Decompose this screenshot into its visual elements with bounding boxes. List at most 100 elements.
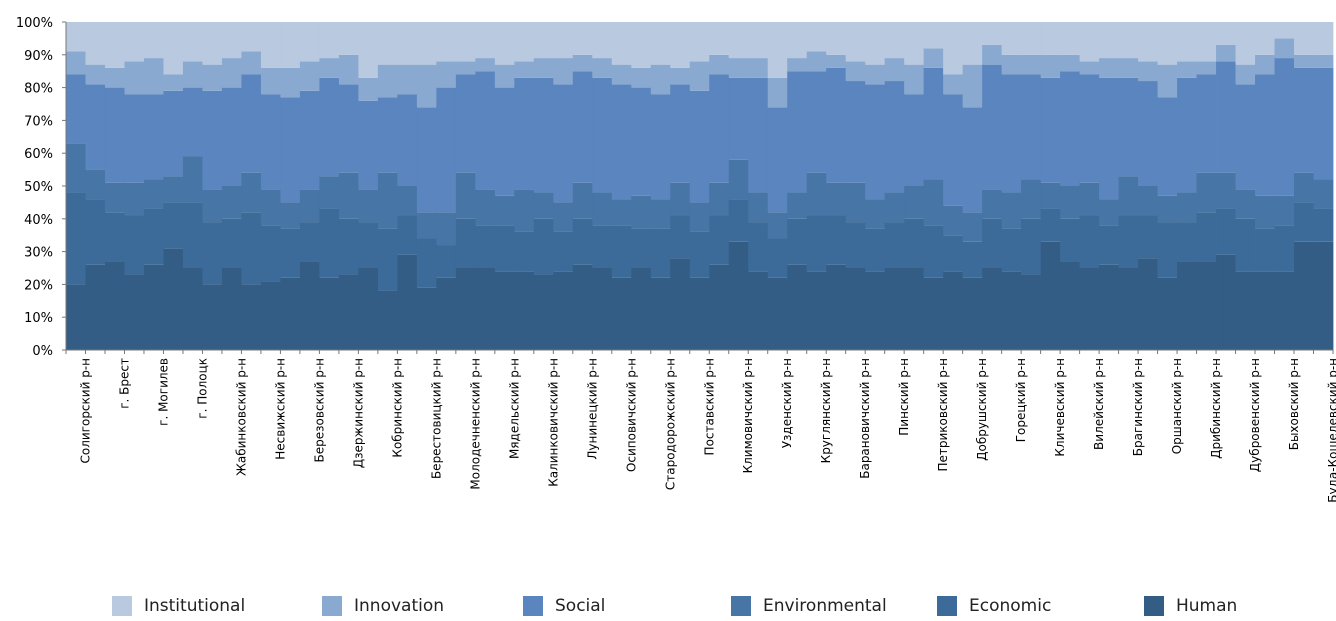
bar-segment-economic-64 <box>1313 208 1334 242</box>
bar-segment-innovation-11 <box>280 67 301 98</box>
bar-segment-economic-26 <box>572 218 593 265</box>
y-tick-label: 60% <box>24 147 53 162</box>
bar-segment-innovation-63 <box>1294 54 1314 68</box>
x-tick-label: Кобринский р-н <box>390 358 404 458</box>
x-tick-label: Пинский р-н <box>897 358 911 436</box>
bar-segment-social-42 <box>884 81 905 193</box>
bar-segment-institutional-58 <box>1196 22 1217 62</box>
bar-segment-institutional-29 <box>631 22 652 68</box>
bar-segment-economic-39 <box>826 215 847 265</box>
bar-segment-social-24 <box>533 77 554 193</box>
bar-segment-institutional-54 <box>1118 22 1139 59</box>
bar-segment-innovation-21 <box>475 58 496 72</box>
bar-segment-economic-62 <box>1274 225 1295 272</box>
bar-segment-social-22 <box>494 87 515 196</box>
bar-segment-human-21 <box>475 268 496 350</box>
bar-segment-economic-16 <box>377 228 398 291</box>
bar-segment-innovation-9 <box>241 51 262 75</box>
bar-segment-innovation-5 <box>163 74 184 91</box>
bar-segment-environmental-9 <box>241 172 262 213</box>
bar-segment-institutional-46 <box>962 22 983 65</box>
legend-label: Innovation <box>354 596 445 616</box>
bar-segment-institutional-9 <box>241 22 262 52</box>
bar-segment-institutional-52 <box>1079 22 1100 62</box>
bar-segment-institutional-35 <box>748 22 769 59</box>
bar-segment-human-13 <box>319 277 340 350</box>
bar-segment-human-4 <box>143 264 164 350</box>
x-axis: Солигорский р-н г. Брест г. Могилев г. Поло… <box>65 349 1336 503</box>
bar-segment-human-59 <box>1216 254 1236 350</box>
bar-segment-social-49 <box>1021 74 1042 180</box>
bar-segment-institutional-50 <box>1040 22 1061 55</box>
bar-segment-environmental-26 <box>572 182 593 219</box>
bar-segment-innovation-18 <box>416 64 437 108</box>
bar-segment-human-54 <box>1118 268 1139 350</box>
bar-segment-environmental-2 <box>104 182 125 213</box>
bar-segment-environmental-58 <box>1196 172 1217 213</box>
bar-segment-innovation-33 <box>709 54 730 75</box>
bar-segment-institutional-48 <box>1001 22 1022 55</box>
bar-segment-human-39 <box>826 264 847 350</box>
bar-segment-environmental-47 <box>982 189 1003 219</box>
y-tick-label: 0% <box>32 344 53 359</box>
bar-segment-social-20 <box>455 74 476 173</box>
bar-segment-innovation-7 <box>202 64 223 91</box>
bar-segment-economic-56 <box>1157 222 1178 278</box>
bar-segment-human-27 <box>592 268 613 350</box>
bar-segment-environmental-30 <box>650 199 671 229</box>
bar-segment-environmental-5 <box>163 176 184 203</box>
bar-segment-economic-45 <box>943 235 964 272</box>
bar-segment-innovation-43 <box>904 64 925 95</box>
bar-segment-economic-11 <box>280 228 301 278</box>
legend-item-economic: Economic <box>937 596 1051 616</box>
bar-segment-social-14 <box>338 84 359 173</box>
bar-segment-environmental-49 <box>1021 179 1042 219</box>
bar-segment-environmental-31 <box>670 182 691 216</box>
bar-segment-social-36 <box>767 107 788 213</box>
bar-segment-human-9 <box>241 284 262 350</box>
bar-segment-environmental-52 <box>1079 182 1100 216</box>
bar-segment-social-57 <box>1177 77 1197 193</box>
bar-segment-environmental-11 <box>280 202 301 229</box>
legend-swatch <box>112 596 132 616</box>
bar-segment-social-50 <box>1040 77 1061 183</box>
bar-segment-institutional-13 <box>319 22 340 59</box>
bar-segment-economic-30 <box>650 228 671 278</box>
bar-segment-institutional-30 <box>650 22 671 65</box>
bar-segment-innovation-38 <box>806 51 827 72</box>
bar-segment-environmental-51 <box>1060 186 1080 219</box>
legend-label: Social <box>555 596 606 616</box>
bar-segment-human-63 <box>1294 241 1314 350</box>
bar-segment-social-58 <box>1196 74 1217 173</box>
bar-segment-social-47 <box>982 64 1003 190</box>
bar-segment-environmental-46 <box>962 212 983 242</box>
bar-segment-environmental-38 <box>806 172 827 216</box>
legend-label: Institutional <box>144 596 246 616</box>
bar-segment-innovation-32 <box>689 61 710 91</box>
bar-segment-innovation-55 <box>1138 61 1158 82</box>
legend-item-institutional: Institutional <box>112 596 245 616</box>
bar-segment-human-5 <box>163 248 184 350</box>
bar-segment-environmental-36 <box>767 212 788 239</box>
bar-segment-innovation-57 <box>1177 61 1197 78</box>
bar-segment-social-16 <box>377 97 398 173</box>
bar-segment-social-55 <box>1138 81 1158 186</box>
bar-segment-human-52 <box>1079 268 1100 350</box>
bar-segment-economic-12 <box>299 222 320 262</box>
bar-segment-economic-21 <box>475 225 496 268</box>
bar-segment-environmental-3 <box>124 182 145 216</box>
bar-segment-institutional-60 <box>1235 22 1256 65</box>
bar-segment-innovation-25 <box>553 58 574 85</box>
bar-segment-environmental-8 <box>221 186 242 219</box>
bar-segment-innovation-39 <box>826 54 847 68</box>
bar-segment-innovation-8 <box>221 58 242 88</box>
bar-segment-social-29 <box>631 87 652 196</box>
bar-segment-innovation-40 <box>845 61 866 82</box>
bar-segment-economic-63 <box>1294 202 1314 242</box>
bar-segment-institutional-15 <box>358 22 379 78</box>
bar-segment-social-11 <box>280 97 301 203</box>
bar-segment-economic-6 <box>182 202 203 268</box>
bar-segment-social-8 <box>221 87 242 186</box>
bar-segment-social-25 <box>553 84 574 203</box>
